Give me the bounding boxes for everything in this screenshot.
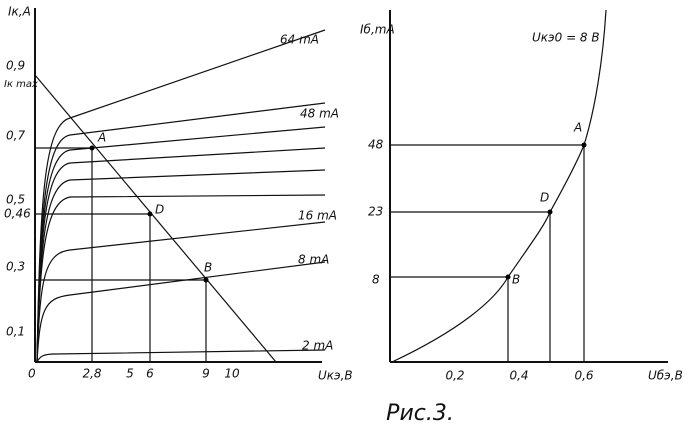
point-label: B — [512, 273, 520, 287]
point — [547, 209, 553, 215]
point — [581, 142, 587, 148]
y-tick: 23 — [368, 205, 383, 219]
point-label: D — [155, 203, 164, 217]
left-plot: Iк,A 0,9 Iк max 0,7 0,5 0,46 0,3 0,1 0 2… — [4, 5, 353, 383]
curve — [36, 169, 326, 363]
input-curve — [391, 9, 607, 363]
condition: Uкэ0 = 8 B — [532, 31, 600, 45]
curve — [36, 194, 326, 363]
y-tick: 0,1 — [6, 325, 25, 339]
curve — [36, 221, 326, 363]
curve-label: 48 mA — [300, 107, 339, 121]
point — [147, 211, 153, 217]
curve — [36, 261, 326, 363]
right-plot: Iб,mA Uкэ0 = 8 B 48 23 8 0,2 0,4 0,6 Uбэ… — [360, 9, 683, 383]
point-label: A — [573, 121, 582, 135]
y-tick: 0,7 — [6, 129, 25, 143]
load-line — [34, 74, 277, 363]
x-tick: 0,6 — [574, 369, 593, 383]
point-label: B — [204, 261, 212, 275]
curve-label: 2 mA — [302, 339, 333, 353]
y-tick: 8 — [372, 273, 380, 287]
point — [89, 145, 95, 151]
curve — [36, 102, 326, 363]
x-tick: 10 — [224, 367, 240, 381]
x-tick: 0,4 — [509, 369, 528, 383]
x-tick: 6 — [146, 367, 154, 381]
x-tick: 0,2 — [445, 369, 464, 383]
y-tick: Iк max — [4, 79, 38, 90]
x-tick: 2,8 — [82, 367, 101, 381]
x-tick: 9 — [202, 367, 210, 381]
y-tick: 0,46 — [4, 207, 31, 221]
origin: 0 — [28, 367, 36, 381]
y-label: Iк,A — [8, 5, 31, 19]
point-label: D — [540, 191, 549, 205]
x-label: Uкэ,B — [318, 369, 353, 383]
caption: Рис.3. — [386, 401, 454, 426]
x-tick: 5 — [126, 367, 134, 381]
curve-label: 8 mA — [298, 253, 329, 267]
point — [203, 277, 209, 283]
point-label: A — [97, 131, 106, 145]
y-tick: 0,9 — [6, 59, 25, 73]
curve-label: 16 mA — [298, 209, 337, 223]
y-label: Iб,mA — [360, 23, 395, 37]
y-tick: 0,3 — [6, 260, 25, 274]
point — [505, 274, 511, 280]
x-label: Uбэ,B — [648, 369, 683, 383]
y-tick: 0,5 — [6, 193, 25, 207]
curve — [36, 349, 326, 363]
y-tick: 48 — [368, 138, 384, 152]
curve-label: 64 mA — [280, 33, 319, 47]
